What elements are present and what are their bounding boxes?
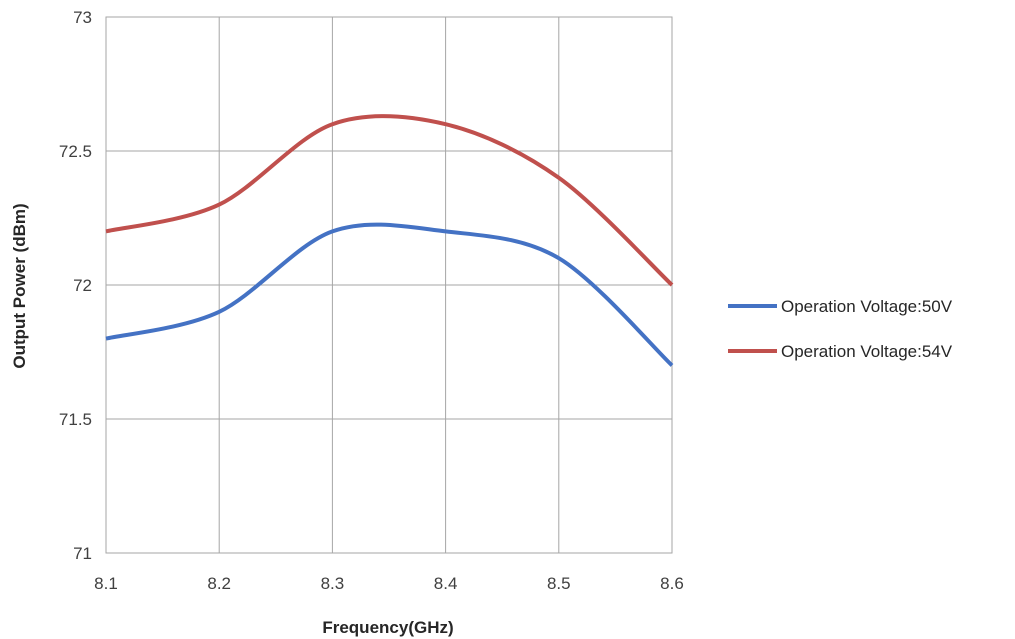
x-axis-ticks: 8.1 8.2 8.3 8.4 8.5 8.6	[94, 574, 684, 593]
x-axis-title: Frequency(GHz)	[322, 618, 453, 637]
x-tick-label: 8.4	[434, 574, 458, 593]
legend-label-50v: Operation Voltage:50V	[781, 297, 953, 316]
y-axis-ticks: 71 71.5 72 72.5 73	[59, 8, 92, 563]
series-line-1	[105, 114, 674, 287]
y-axis-title: Output Power (dBm)	[10, 203, 29, 368]
y-tick-label: 71	[73, 544, 92, 563]
x-tick-label: 8.5	[547, 574, 571, 593]
series-layer	[105, 114, 674, 367]
y-tick-label: 72	[73, 276, 92, 295]
x-tick-label: 8.2	[207, 574, 231, 593]
y-tick-label: 72.5	[59, 142, 92, 161]
y-tick-label: 71.5	[59, 410, 92, 429]
x-tick-label: 8.3	[321, 574, 345, 593]
legend: Operation Voltage:50V Operation Voltage:…	[728, 297, 953, 361]
legend-item-50v: Operation Voltage:50V	[728, 297, 953, 316]
series-line-0	[105, 222, 674, 367]
grid-lines	[105, 16, 673, 554]
legend-item-54v: Operation Voltage:54V	[728, 342, 953, 361]
x-tick-label: 8.1	[94, 574, 118, 593]
legend-label-54v: Operation Voltage:54V	[781, 342, 953, 361]
y-tick-label: 73	[73, 8, 92, 27]
x-tick-label: 8.6	[660, 574, 684, 593]
